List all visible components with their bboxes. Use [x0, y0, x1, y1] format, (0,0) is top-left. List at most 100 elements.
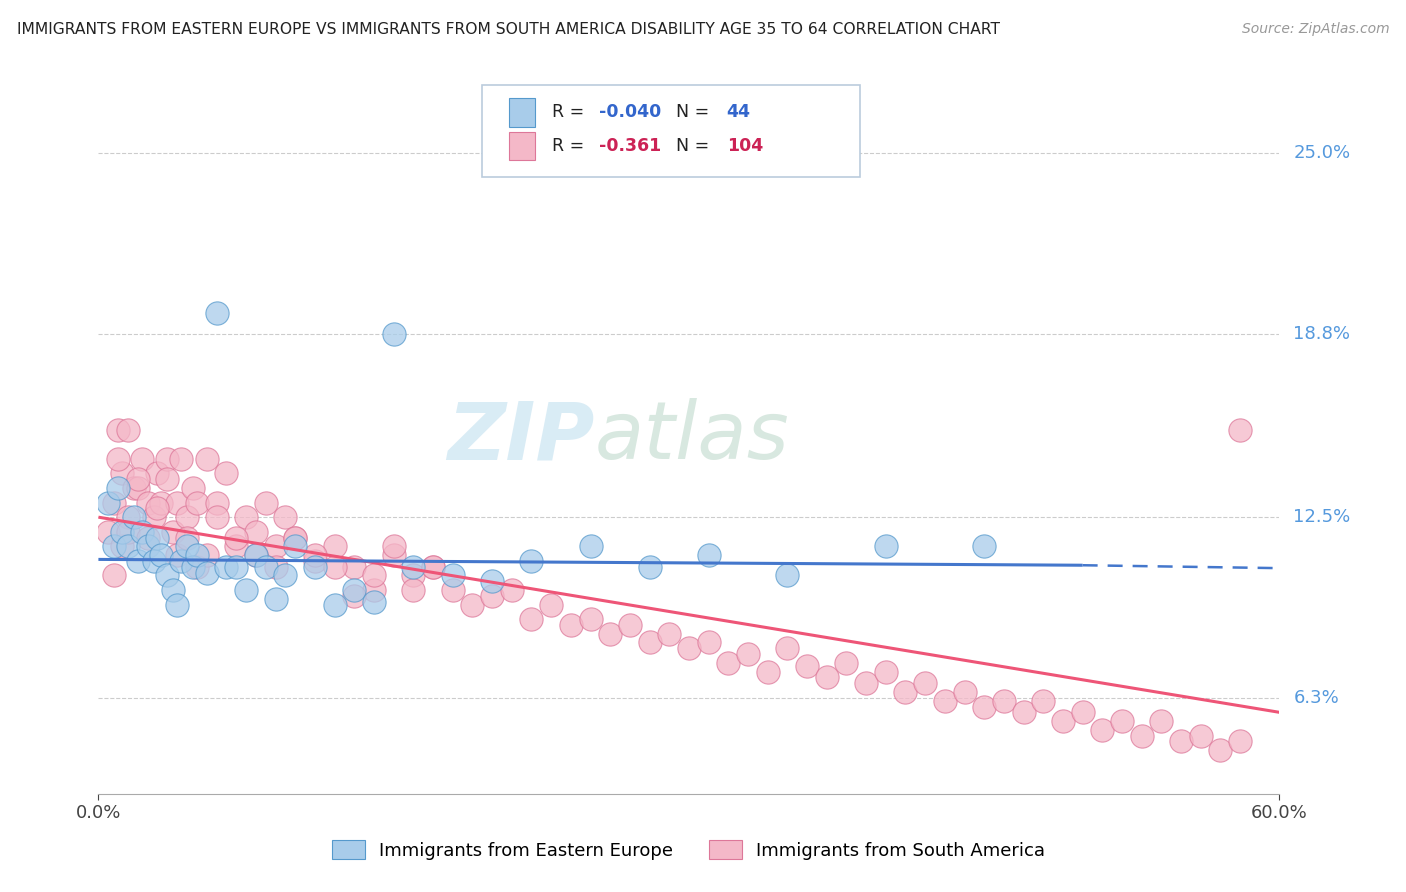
Point [422, 559, 444, 574]
Point [205, 306, 228, 320]
Point [225, 559, 247, 574]
Point [245, 548, 267, 562]
Point [1091, 723, 1114, 737]
Point [111, 467, 134, 481]
Point [166, 495, 188, 509]
Point [146, 501, 169, 516]
Point [934, 694, 956, 708]
Point [1071, 706, 1094, 720]
Point [1170, 734, 1192, 748]
Point [170, 554, 193, 568]
Point [697, 548, 720, 562]
Point [579, 539, 602, 553]
Point [402, 568, 425, 582]
Point [363, 582, 385, 597]
Text: R =: R = [553, 137, 589, 155]
Text: 6.3%: 6.3% [1294, 689, 1339, 706]
Point [117, 423, 139, 437]
Point [1229, 734, 1251, 748]
Point [117, 510, 139, 524]
Point [186, 559, 208, 574]
Point [156, 568, 179, 582]
Point [323, 598, 346, 612]
Text: -0.040: -0.040 [599, 103, 661, 121]
Text: N =: N = [676, 137, 714, 155]
Point [520, 612, 543, 626]
Point [254, 559, 277, 574]
Point [111, 524, 134, 539]
Point [441, 568, 464, 582]
Point [402, 559, 425, 574]
Point [117, 524, 139, 539]
Point [103, 495, 125, 509]
Point [875, 539, 897, 553]
Point [323, 539, 346, 553]
Point [245, 548, 267, 562]
Point [170, 451, 193, 466]
Point [993, 694, 1015, 708]
FancyBboxPatch shape [509, 132, 536, 161]
Point [176, 510, 198, 524]
Point [422, 559, 444, 574]
Point [195, 451, 218, 466]
Point [1189, 729, 1212, 743]
Point [284, 531, 307, 545]
FancyBboxPatch shape [482, 86, 860, 177]
Point [1111, 714, 1133, 728]
Text: 104: 104 [727, 137, 763, 155]
Text: N =: N = [676, 103, 714, 121]
Point [274, 568, 297, 582]
Point [1032, 694, 1054, 708]
Point [205, 510, 228, 524]
Point [756, 126, 779, 140]
Point [756, 665, 779, 679]
Point [225, 539, 247, 553]
Point [1229, 423, 1251, 437]
Point [343, 589, 366, 603]
Point [117, 539, 139, 553]
Point [142, 554, 165, 568]
Point [481, 589, 503, 603]
Point [136, 495, 159, 509]
Point [697, 635, 720, 649]
Point [122, 510, 145, 524]
Point [835, 656, 858, 670]
Point [599, 626, 621, 640]
Point [215, 467, 238, 481]
Point [111, 539, 134, 553]
Text: 18.8%: 18.8% [1294, 325, 1350, 343]
Point [1150, 714, 1173, 728]
Point [638, 635, 661, 649]
Point [973, 699, 995, 714]
Point [815, 670, 838, 684]
Point [481, 574, 503, 589]
Point [619, 618, 641, 632]
Point [195, 566, 218, 580]
Point [284, 539, 307, 553]
Point [150, 548, 173, 562]
Point [97, 524, 120, 539]
Point [97, 495, 120, 509]
Point [441, 582, 464, 597]
Point [146, 467, 169, 481]
Point [796, 658, 818, 673]
Point [131, 451, 153, 466]
Point [717, 656, 740, 670]
Text: R =: R = [553, 103, 589, 121]
Point [235, 510, 257, 524]
Point [205, 495, 228, 509]
Point [146, 531, 169, 545]
Point [461, 598, 484, 612]
Point [501, 582, 523, 597]
Point [186, 495, 208, 509]
Point [402, 582, 425, 597]
Point [136, 531, 159, 545]
Point [343, 582, 366, 597]
Point [304, 548, 326, 562]
Point [855, 676, 877, 690]
Point [382, 548, 405, 562]
Point [560, 618, 582, 632]
Point [1052, 714, 1074, 728]
Point [156, 472, 179, 486]
Point [162, 524, 184, 539]
